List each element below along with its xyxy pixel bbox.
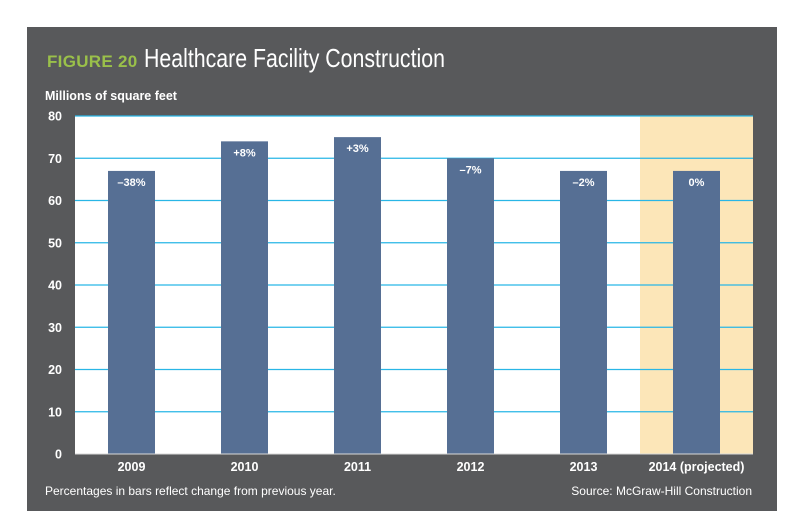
y-tick-label: 0: [55, 448, 62, 462]
y-tick-label: 10: [48, 405, 62, 419]
y-axis-label: Millions of square feet: [45, 89, 177, 103]
figure-label: FIGURE 20: [47, 52, 138, 71]
bar-data-label: +8%: [233, 147, 256, 159]
bar: [560, 170, 607, 455]
bar: [447, 158, 494, 454]
y-tick-label: 80: [48, 110, 62, 124]
bar-data-label: –2%: [572, 177, 594, 189]
y-tick-label: 40: [48, 279, 62, 293]
chart-title-row: FIGURE 20 Healthcare Facility Constructio…: [47, 43, 511, 74]
x-tick-label: 2013: [570, 460, 598, 474]
y-tick-label: 70: [48, 152, 62, 166]
x-tick-label: 2011: [344, 460, 371, 474]
y-tick-label: 30: [48, 321, 62, 335]
bar-data-label: 0%: [689, 177, 705, 189]
bar: [673, 170, 720, 455]
x-tick-label: 2012: [457, 460, 485, 474]
x-tick-label: 2014 (projected): [649, 460, 745, 474]
y-tick-label: 20: [48, 363, 62, 377]
x-tick-label: 2010: [231, 460, 259, 474]
y-tick-label: 50: [48, 236, 62, 250]
bar: [334, 137, 381, 454]
bar-data-label: +3%: [346, 143, 369, 155]
bar: [108, 170, 155, 455]
y-tick-label: 60: [48, 194, 62, 208]
source-note: Source: McGraw-Hill Construction: [571, 484, 752, 498]
chart-panel: FIGURE 20 Healthcare Facility Constructio…: [27, 27, 777, 511]
bar-data-label: –38%: [117, 177, 145, 189]
bar: [221, 141, 268, 454]
footnote: Percentages in bars reflect change from …: [45, 484, 336, 498]
bar-chart: 0 10 20 30 40 50 60 70 80 –38% 2009 +8% 2010 +3% 2011 –…: [48, 110, 753, 474]
bar-data-label: –7%: [459, 164, 481, 176]
x-tick-label: 2009: [118, 460, 146, 474]
figure-title: Healthcare Facility Construction: [143, 43, 445, 73]
